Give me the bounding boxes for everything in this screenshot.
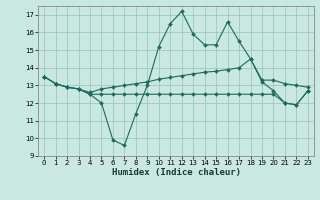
X-axis label: Humidex (Indice chaleur): Humidex (Indice chaleur)	[111, 168, 241, 177]
